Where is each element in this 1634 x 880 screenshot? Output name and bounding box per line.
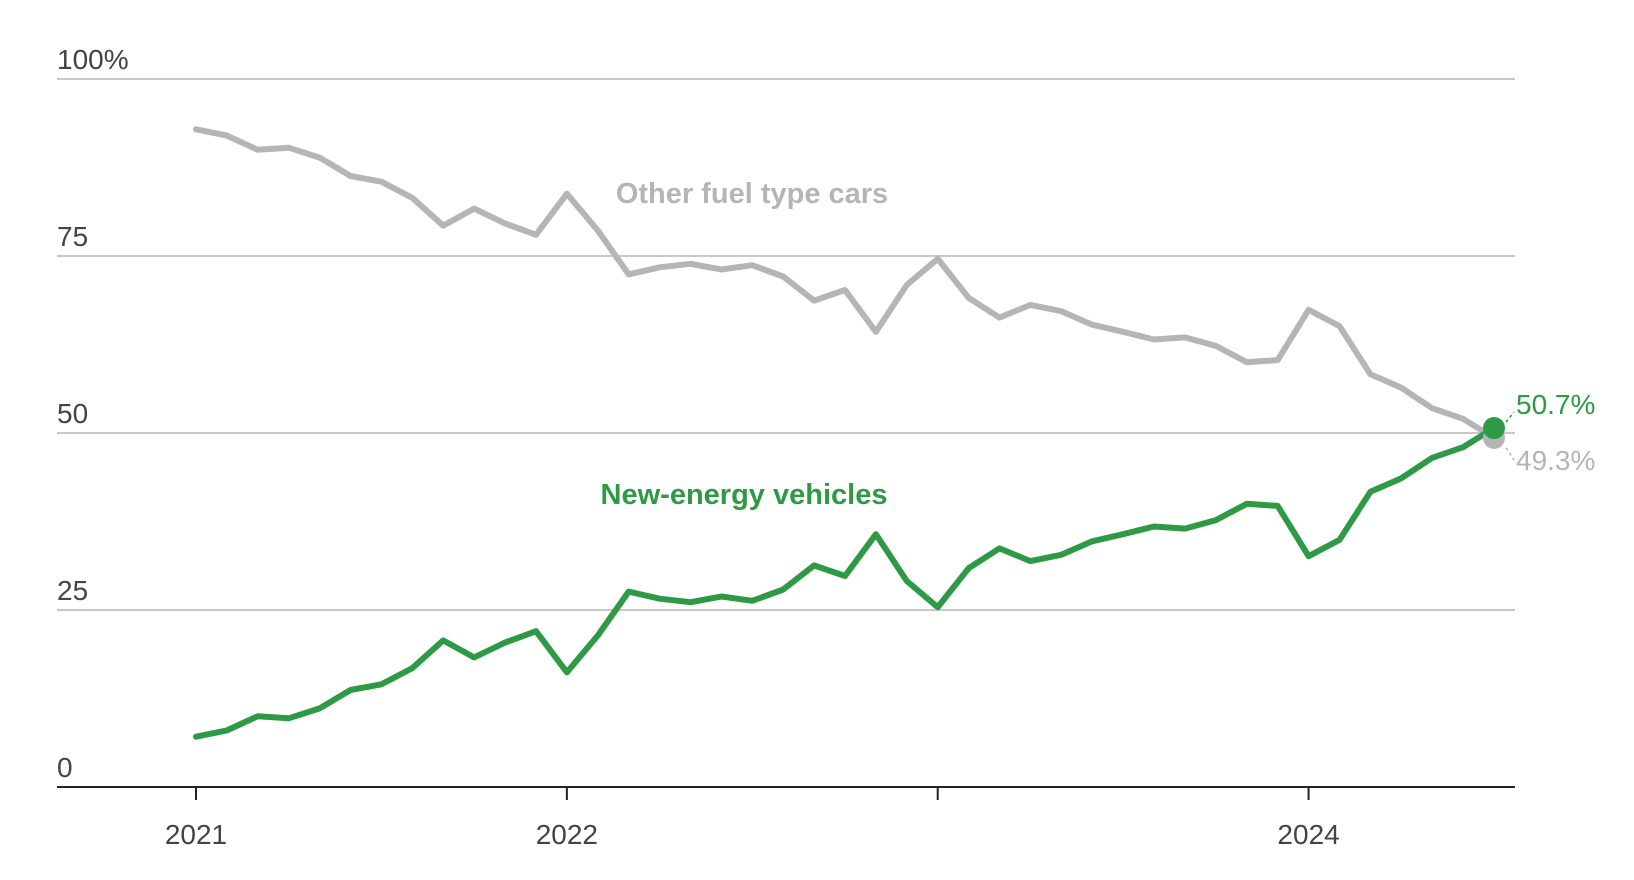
series-line <box>193 425 1497 740</box>
leader-line <box>1505 411 1515 423</box>
y-tick-label: 75 <box>57 221 88 252</box>
x-tick-label: 2021 <box>165 819 227 850</box>
end-value-label: 50.7% <box>1516 389 1595 420</box>
series-line <box>193 126 1497 441</box>
series-label: New-energy vehicles <box>601 479 888 511</box>
x-tick-label: 2024 <box>1277 819 1339 850</box>
series-label: Other fuel type cars <box>616 178 888 210</box>
y-tick-label: 0 <box>57 752 73 783</box>
y-tick-label: 50 <box>57 398 88 429</box>
y-tick-label: 25 <box>57 575 88 606</box>
end-point <box>1483 417 1505 440</box>
end-value-label: 49.3% <box>1516 445 1595 476</box>
x-tick-label: 2022 <box>536 819 598 850</box>
leader-line <box>1505 447 1515 461</box>
y-tick-label: 100% <box>57 44 129 75</box>
